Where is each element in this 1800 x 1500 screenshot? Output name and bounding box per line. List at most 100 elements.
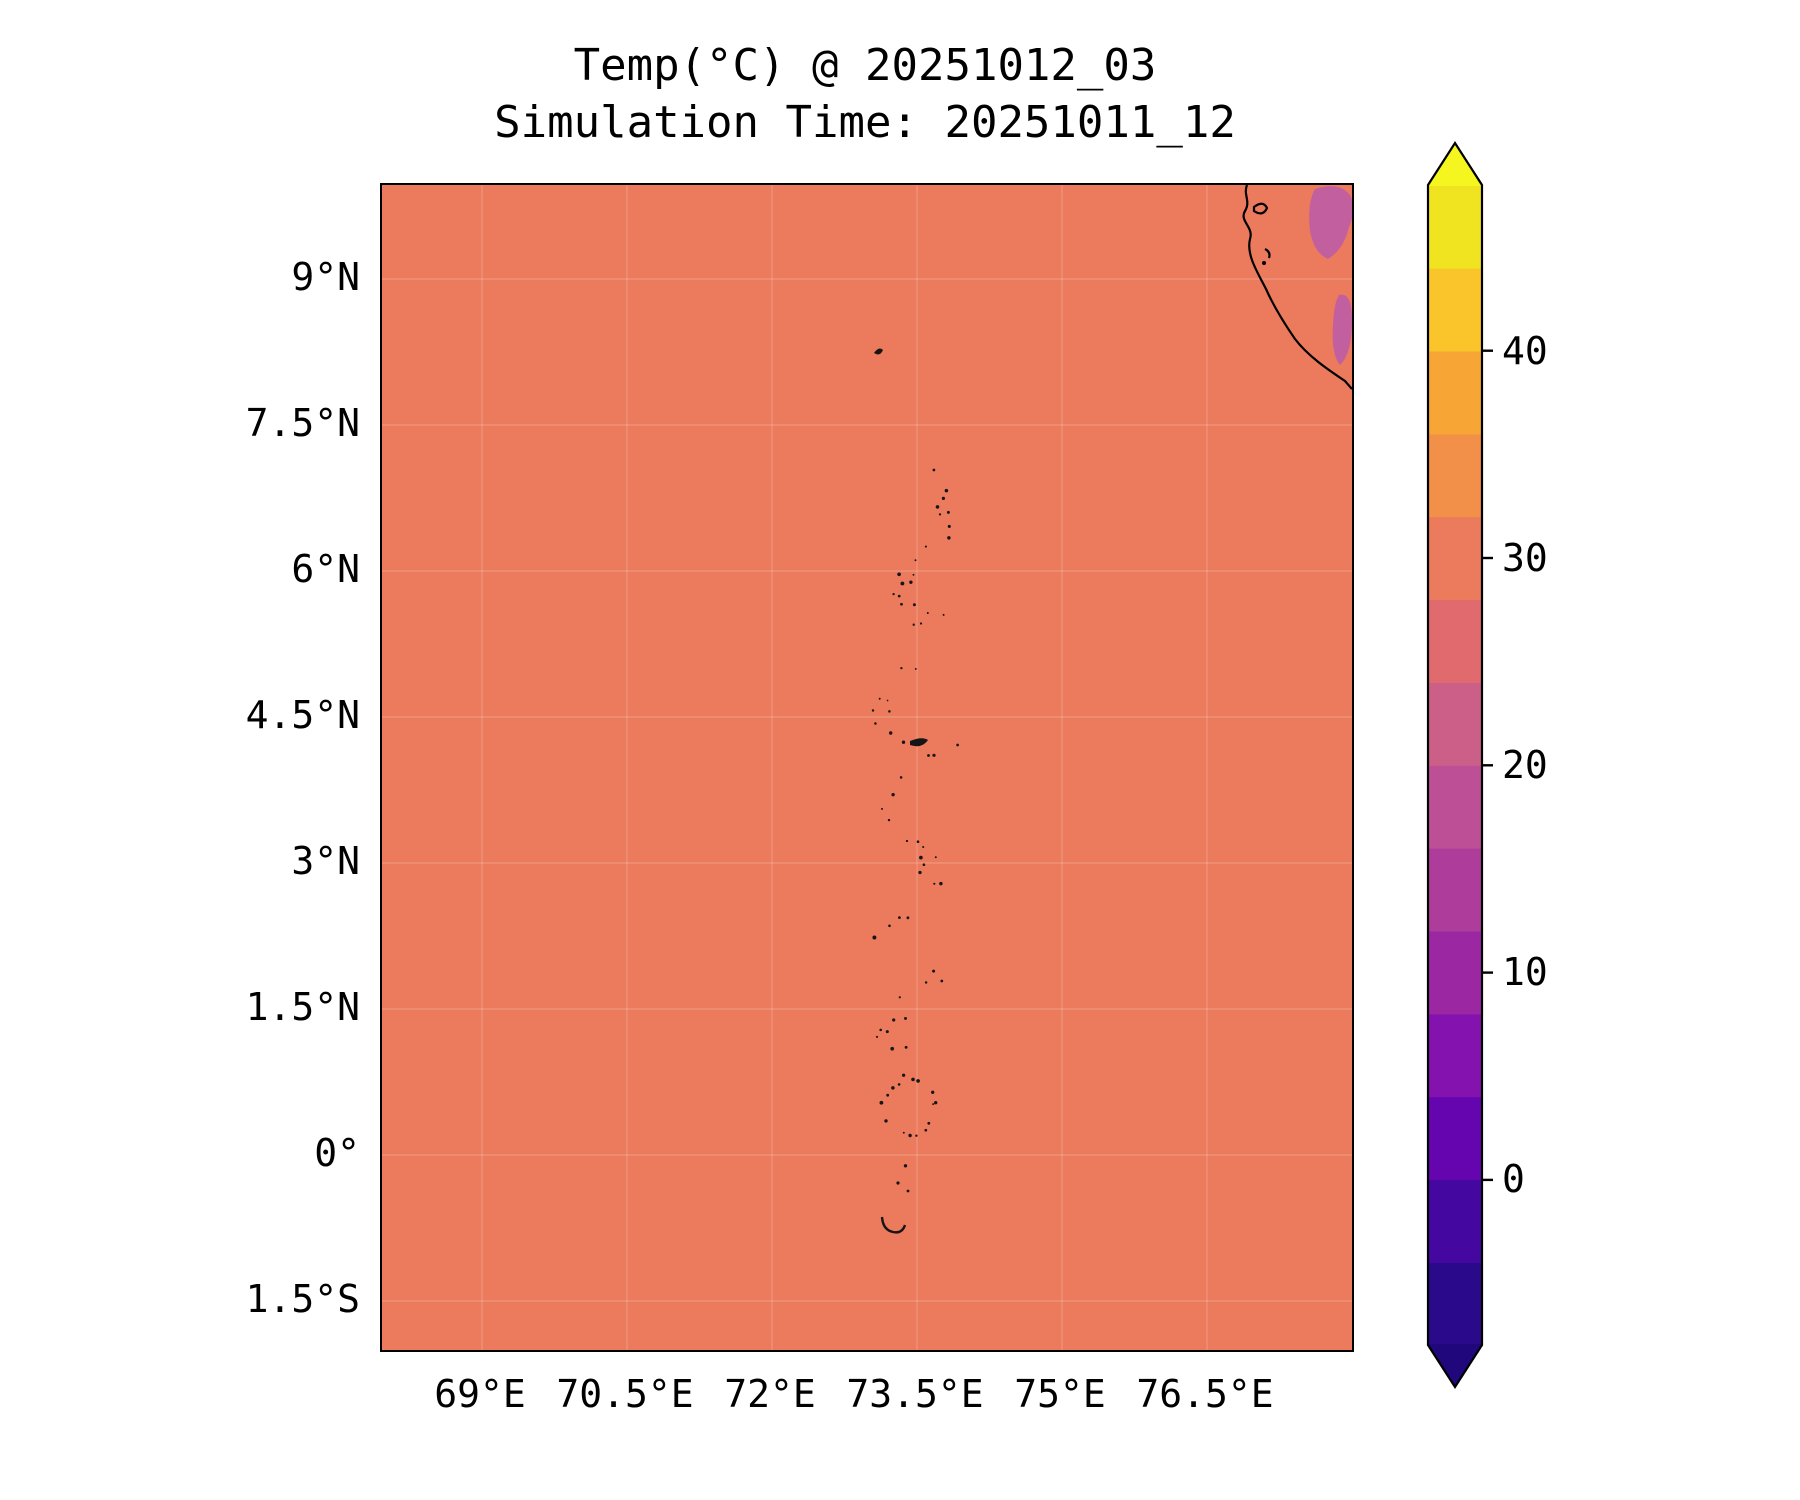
- island-dot: [947, 524, 951, 528]
- island-dot: [906, 916, 910, 920]
- island-dot: [932, 1103, 935, 1106]
- island-mark: [910, 738, 928, 747]
- colorbar-band: [1428, 930, 1482, 1015]
- island-dot: [924, 1128, 928, 1132]
- island-dot: [900, 666, 903, 670]
- colorbar-band: [1428, 1179, 1482, 1263]
- island-dot: [890, 1046, 895, 1051]
- plot-title: Temp(°C) @ 20251012_03: [573, 40, 1157, 91]
- coastline: [1242, 185, 1352, 390]
- island-dot: [886, 1093, 890, 1097]
- colorbar-band: [1428, 1096, 1482, 1181]
- island-dot: [878, 697, 881, 700]
- map-plot: [380, 183, 1354, 1352]
- island-dot: [901, 740, 906, 744]
- island-dot: [919, 855, 923, 860]
- colorbar-band: [1428, 516, 1482, 601]
- colorbar-band: [1428, 1013, 1482, 1098]
- island-dot: [889, 731, 893, 735]
- island-dot: [922, 845, 925, 849]
- plot-subtitle: Simulation Time: 20251011_12: [494, 97, 1236, 148]
- island-mark: [874, 348, 883, 355]
- island-dot: [940, 979, 944, 983]
- colorbar-tick-marks: [1482, 349, 1493, 1182]
- land-temp-patch: [1332, 294, 1352, 365]
- island-dot: [932, 753, 936, 757]
- colorbar: [1426, 140, 1493, 1390]
- island-dot: [900, 581, 905, 586]
- island-dot: [886, 699, 889, 702]
- island-dot: [914, 667, 917, 670]
- island-dot: [924, 981, 928, 984]
- island-dot: [916, 840, 920, 844]
- island-dot: [901, 1073, 906, 1077]
- colorbar-band: [1428, 267, 1482, 352]
- island-dot: [898, 996, 901, 999]
- colorbar-band: [1428, 599, 1482, 683]
- island-dot: [938, 513, 942, 516]
- island-dot: [919, 622, 923, 625]
- x-tick-label: 70.5°E: [556, 1372, 694, 1416]
- island-dot: [911, 1077, 915, 1082]
- island-dot: [944, 488, 949, 493]
- island-dot: [927, 1121, 931, 1125]
- island-dot: [912, 573, 915, 576]
- colorbar-band: [1428, 765, 1482, 849]
- island-dot: [871, 709, 875, 712]
- island-dot: [904, 1016, 907, 1020]
- island-dot: [941, 496, 946, 501]
- island-dot: [903, 1164, 908, 1168]
- y-tick-label: 6°N: [291, 547, 360, 591]
- island-dot: [932, 468, 936, 472]
- island-dot: [942, 613, 945, 616]
- island-dot: [905, 839, 909, 843]
- island-dot: [912, 623, 915, 626]
- colorbar-tick-label: 30: [1502, 536, 1548, 580]
- island-dot: [927, 754, 930, 757]
- island-dot: [887, 818, 891, 822]
- island-dot: [902, 1131, 905, 1134]
- colorbar-outline: [1426, 140, 1484, 1390]
- island-mark: [906, 1189, 910, 1193]
- y-tick-label: 1.5°N: [245, 985, 360, 1029]
- island-dot: [899, 776, 903, 779]
- colorbar-tick-label: 20: [1502, 743, 1548, 787]
- y-tick-label: 1.5°S: [245, 1277, 360, 1321]
- island-dot: [874, 722, 877, 725]
- island-dot: [916, 1079, 920, 1083]
- colorbar-band: [1428, 1262, 1482, 1346]
- island-dot: [947, 536, 951, 540]
- island-dot: [879, 1100, 884, 1105]
- ocean-fill: [382, 185, 1352, 1350]
- island-dot: [934, 856, 937, 859]
- island-dot: [914, 559, 917, 562]
- y-tick-label: 4.5°N: [245, 693, 360, 737]
- island-dot: [884, 1119, 888, 1123]
- island-dot: [892, 592, 895, 596]
- island-dot: [904, 1045, 908, 1049]
- island-dot: [881, 807, 883, 810]
- island-dot: [909, 580, 913, 584]
- island-dot: [888, 924, 891, 928]
- gridlines: [382, 185, 1352, 1350]
- island-dot: [956, 743, 959, 747]
- x-tick-label: 75°E: [1014, 1372, 1106, 1416]
- island-dot: [946, 510, 950, 514]
- y-tick-label: 9°N: [291, 255, 360, 299]
- island-dot: [918, 870, 922, 875]
- x-tick-label: 76.5°E: [1136, 1372, 1274, 1416]
- island-dot: [897, 594, 901, 598]
- island-dot: [897, 572, 901, 577]
- colorbar-band: [1428, 185, 1482, 269]
- island-dot: [933, 882, 936, 885]
- y-tick-label: 7.5°N: [245, 401, 360, 445]
- island-dot: [888, 710, 891, 713]
- island-dot: [898, 916, 901, 919]
- maldives-islands: [871, 348, 959, 1234]
- colorbar-extend-low: [1428, 1344, 1482, 1387]
- island-dot: [908, 1133, 912, 1138]
- colorbar-band: [1428, 350, 1482, 435]
- island-dot: [900, 602, 903, 606]
- island-dot: [891, 793, 895, 797]
